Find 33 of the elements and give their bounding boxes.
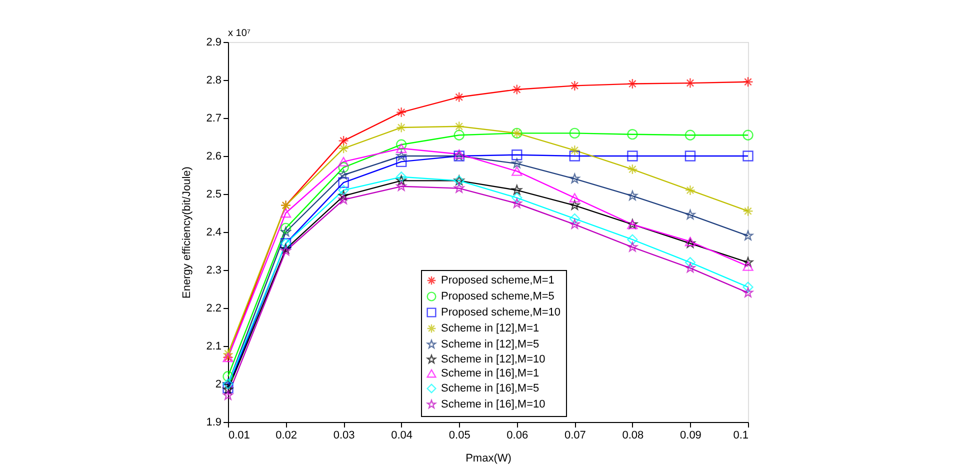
- legend-label: Scheme in [12],M=5: [441, 338, 540, 350]
- legend-label: Scheme in [16],M=10: [441, 398, 546, 410]
- x-tick-label: 0.06: [506, 430, 528, 442]
- y-tick-label: 2: [215, 378, 222, 390]
- y-tick-label: 2.9: [206, 36, 222, 48]
- legend-label: Scheme in [16],M=1: [441, 368, 540, 380]
- y-tick-label: 2.5: [206, 188, 222, 200]
- x-tick-label: 0.09: [680, 430, 702, 442]
- y-tick-label: 1.9: [206, 416, 222, 428]
- text: x 10⁷: [228, 28, 251, 39]
- legend-label: Scheme in [12],M=1: [441, 322, 540, 334]
- y-tick-label: 2.7: [206, 112, 222, 124]
- x-tick-label: 0.03: [333, 430, 355, 442]
- x-axis-title: Pmax(W): [466, 452, 512, 464]
- x-tick-label: 0.05: [448, 430, 470, 442]
- legend-label: Proposed scheme,M=1: [441, 274, 554, 286]
- y-tick-label: 2.1: [206, 340, 222, 352]
- x-tick-label: 0.02: [276, 430, 297, 442]
- x-tick-label: 0.1: [733, 430, 748, 442]
- y-axis-title: Energy efficiency(bit/Joule): [181, 166, 194, 298]
- x-tick-label: 0.01: [228, 430, 250, 442]
- y-tick-label: 2.2: [206, 302, 222, 314]
- x-tick-label: 0.07: [564, 430, 586, 442]
- x-tick-label: 0.08: [622, 430, 644, 442]
- x-tick-label: 0.04: [391, 430, 413, 442]
- legend-label: Scheme in [12],M=10: [441, 354, 546, 366]
- legend-label: Scheme in [16],M=5: [441, 382, 540, 394]
- legend-label: Proposed scheme,M=5: [441, 290, 554, 302]
- y-tick-label: 2.8: [206, 74, 222, 86]
- y-tick-label: 2.3: [206, 264, 222, 276]
- y-tick-label: 2.4: [206, 226, 222, 238]
- y-tick-label: 2.6: [206, 150, 222, 162]
- legend-label: Proposed scheme,M=10: [441, 306, 561, 318]
